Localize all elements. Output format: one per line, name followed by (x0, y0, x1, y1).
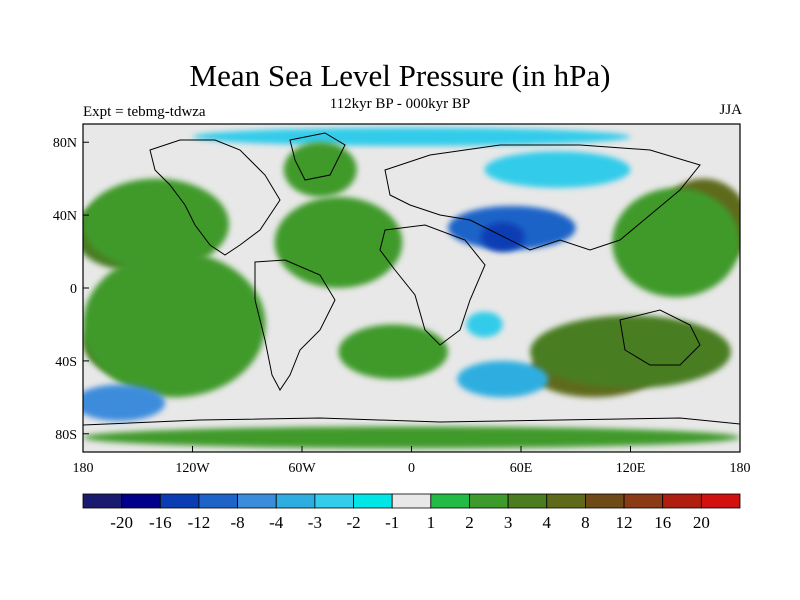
colorbar-label: 1 (427, 513, 436, 532)
region-arabia-low (480, 222, 525, 252)
colorbar-swatch (700, 493, 741, 509)
chart-title: Mean Sea Level Pressure (in hPa) (189, 58, 611, 93)
region-arctic-low (192, 127, 631, 146)
x-tick-label: 180 (730, 461, 751, 476)
colorbar-swatch (585, 493, 625, 509)
x-tick-label: 60W (288, 461, 316, 476)
region-greenland-positive (283, 142, 357, 197)
pressure-field (83, 127, 740, 449)
region-madagascar-low (466, 311, 503, 338)
colorbar-label: -16 (149, 513, 172, 532)
region-w-pacific-band (612, 187, 740, 298)
colorbar-label: 12 (616, 513, 633, 532)
y-tick-label: 80N (53, 136, 77, 151)
colorbar-label: 3 (504, 513, 513, 532)
y-tick-label: 40S (55, 355, 77, 370)
colorbar: -20 -16 -12 -8 -4 -3 -2 -1 1 2 3 4 8 12 16 20 (82, 493, 741, 532)
north-america-coast (149, 139, 281, 256)
colorbar-swatch (314, 493, 354, 509)
experiment-label: Expt = tebmg-tdwza (83, 104, 206, 120)
x-tick-label: 120W (175, 461, 210, 476)
eurasia-coast (384, 144, 701, 251)
region-ne-pacific-positive (83, 178, 229, 270)
chart-subtitle: 112kyr BP - 000kyr BP (329, 96, 471, 112)
colorbar-label: -4 (269, 513, 284, 532)
colorbar-label: -12 (188, 513, 211, 532)
colorbar-swatch (353, 493, 393, 509)
region-s-atlantic-low (457, 360, 549, 398)
region-s-pacific-low (83, 384, 166, 422)
colorbar-swatch (159, 493, 200, 509)
colorbar-label: -2 (346, 513, 360, 532)
colorbar-label: -20 (110, 513, 133, 532)
region-siberia-low (484, 151, 631, 188)
greenland-coast (289, 132, 346, 181)
x-tick-label: 0 (408, 461, 415, 476)
colorbar-swatch (623, 493, 664, 509)
x-tick-label: 180 (73, 461, 94, 476)
colorbar-label: -1 (385, 513, 399, 532)
colorbar-label: -3 (308, 513, 322, 532)
region-s-pacific-band (83, 251, 266, 398)
season-label: JJA (719, 102, 742, 118)
colorbar-label: 20 (693, 513, 710, 532)
colorbar-swatch (391, 493, 432, 509)
colorbar-swatch (430, 493, 470, 509)
australia-coast (619, 309, 701, 366)
x-axis: 180 120W 60W 0 60E 120E 180 (73, 446, 751, 476)
x-tick-label: 60E (510, 461, 533, 476)
africa-coast (379, 224, 486, 346)
colorbar-swatch (507, 493, 548, 509)
y-tick-label: 80S (55, 428, 77, 443)
colorbar-swatch (198, 493, 238, 509)
y-tick-label: 0 (70, 282, 77, 297)
y-axis: 80N 40N 0 40S 80S (53, 136, 89, 443)
colorbar-label: 2 (465, 513, 474, 532)
x-tick-label: 120E (616, 461, 646, 476)
colorbar-label: 8 (581, 513, 590, 532)
colorbar-swatch (237, 493, 277, 509)
region-atlantic-positive (274, 196, 403, 288)
colorbar-label: 4 (543, 513, 552, 532)
colorbar-label: -8 (231, 513, 245, 532)
colorbar-swatch (662, 493, 702, 509)
region-s-atlantic-positive (338, 324, 448, 380)
colorbar-swatch (275, 493, 316, 509)
colorbar-swatch (82, 493, 123, 509)
south-america-coast (254, 259, 336, 391)
colorbar-label: 16 (654, 513, 671, 532)
antarctica-coast (83, 417, 740, 426)
colorbar-swatch (546, 493, 586, 509)
region-s-indian-band (530, 315, 731, 389)
colorbar-swatch (121, 493, 161, 509)
colorbar-swatch (469, 493, 509, 509)
region-antarctic-positive (83, 426, 740, 449)
y-tick-label: 40N (53, 209, 77, 224)
coastlines (83, 132, 740, 426)
